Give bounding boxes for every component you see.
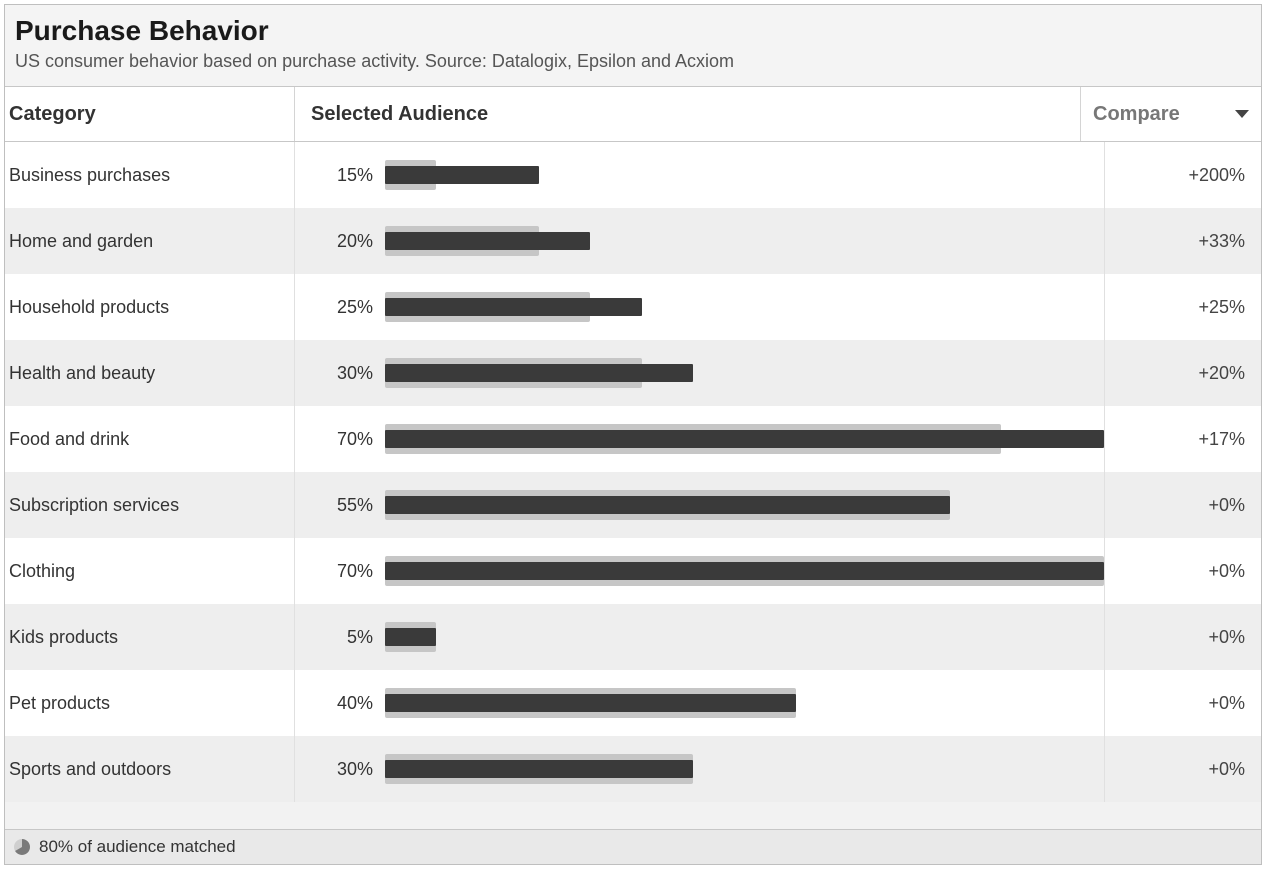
category-cell: Health and beauty <box>5 340 295 406</box>
selected-pct-label: 30% <box>311 759 385 780</box>
table-row[interactable]: Business purchases 15% +200% <box>5 142 1261 208</box>
category-cell: Food and drink <box>5 406 295 472</box>
category-cell: Sports and outdoors <box>5 736 295 802</box>
category-cell: Business purchases <box>5 142 295 208</box>
selected-pct-label: 30% <box>311 363 385 384</box>
pie-chart-icon <box>13 838 31 856</box>
header-category[interactable]: Category <box>5 87 295 141</box>
selected-pct-label: 40% <box>311 693 385 714</box>
compare-cell: +0% <box>1105 693 1261 714</box>
table-row[interactable]: Sports and outdoors 30% +0% <box>5 736 1261 802</box>
audience-cell: 55% <box>295 472 1105 538</box>
compare-cell: +25% <box>1105 297 1261 318</box>
bar-container <box>385 688 1104 718</box>
table-row[interactable]: Health and beauty 30% +20% <box>5 340 1261 406</box>
selected-pct-label: 15% <box>311 165 385 186</box>
purchase-behavior-panel: Purchase Behavior US consumer behavior b… <box>4 4 1262 865</box>
selected-bar <box>385 232 590 250</box>
panel-footer: 80% of audience matched <box>5 829 1261 864</box>
footer-text: 80% of audience matched <box>39 837 236 857</box>
selected-bar <box>385 166 539 184</box>
selected-bar <box>385 496 950 514</box>
audience-cell: 5% <box>295 604 1105 670</box>
compare-cell: +200% <box>1105 165 1261 186</box>
compare-cell: +0% <box>1105 495 1261 516</box>
table-row[interactable]: Pet products 40% +0% <box>5 670 1261 736</box>
sort-desc-icon <box>1235 110 1249 118</box>
selected-bar <box>385 364 693 382</box>
header-selected-audience[interactable]: Selected Audience <box>295 87 1081 141</box>
audience-cell: 15% <box>295 142 1105 208</box>
table-row[interactable]: Household products 25% +25% <box>5 274 1261 340</box>
data-rows: Business purchases 15% +200% Home and garde… <box>5 142 1261 829</box>
header-compare-label: Compare <box>1093 103 1180 126</box>
audience-cell: 40% <box>295 670 1105 736</box>
panel-title: Purchase Behavior <box>15 15 1251 47</box>
column-headers: Category Selected Audience Compare <box>5 86 1261 142</box>
category-cell: Kids products <box>5 604 295 670</box>
table-row[interactable]: Food and drink 70% +17% <box>5 406 1261 472</box>
category-cell: Clothing <box>5 538 295 604</box>
selected-pct-label: 70% <box>311 429 385 450</box>
category-cell: Household products <box>5 274 295 340</box>
table-row[interactable]: Home and garden 20% +33% <box>5 208 1261 274</box>
bar-container <box>385 226 1104 256</box>
bar-container <box>385 358 1104 388</box>
audience-cell: 25% <box>295 274 1105 340</box>
selected-pct-label: 55% <box>311 495 385 516</box>
category-cell: Subscription services <box>5 472 295 538</box>
compare-cell: +0% <box>1105 759 1261 780</box>
selected-bar <box>385 562 1104 580</box>
selected-pct-label: 5% <box>311 627 385 648</box>
selected-bar <box>385 694 796 712</box>
bar-container <box>385 292 1104 322</box>
bar-container <box>385 160 1104 190</box>
compare-cell: +20% <box>1105 363 1261 384</box>
panel-header: Purchase Behavior US consumer behavior b… <box>5 5 1261 86</box>
bar-container <box>385 556 1104 586</box>
panel-subtitle: US consumer behavior based on purchase a… <box>15 51 1251 72</box>
table-row[interactable]: Kids products 5% +0% <box>5 604 1261 670</box>
selected-bar <box>385 628 436 646</box>
selected-bar <box>385 430 1104 448</box>
bar-container <box>385 622 1104 652</box>
audience-cell: 30% <box>295 736 1105 802</box>
selected-pct-label: 20% <box>311 231 385 252</box>
audience-cell: 20% <box>295 208 1105 274</box>
bar-container <box>385 424 1104 454</box>
audience-cell: 70% <box>295 538 1105 604</box>
audience-cell: 70% <box>295 406 1105 472</box>
selected-bar <box>385 298 642 316</box>
selected-pct-label: 25% <box>311 297 385 318</box>
compare-cell: +17% <box>1105 429 1261 450</box>
compare-cell: +0% <box>1105 561 1261 582</box>
audience-cell: 30% <box>295 340 1105 406</box>
bar-container <box>385 490 1104 520</box>
bar-container <box>385 754 1104 784</box>
selected-bar <box>385 760 693 778</box>
compare-cell: +0% <box>1105 627 1261 648</box>
selected-pct-label: 70% <box>311 561 385 582</box>
table-row[interactable]: Clothing 70% +0% <box>5 538 1261 604</box>
category-cell: Pet products <box>5 670 295 736</box>
compare-cell: +33% <box>1105 231 1261 252</box>
header-compare[interactable]: Compare <box>1081 87 1261 141</box>
table-row[interactable]: Subscription services 55% +0% <box>5 472 1261 538</box>
category-cell: Home and garden <box>5 208 295 274</box>
